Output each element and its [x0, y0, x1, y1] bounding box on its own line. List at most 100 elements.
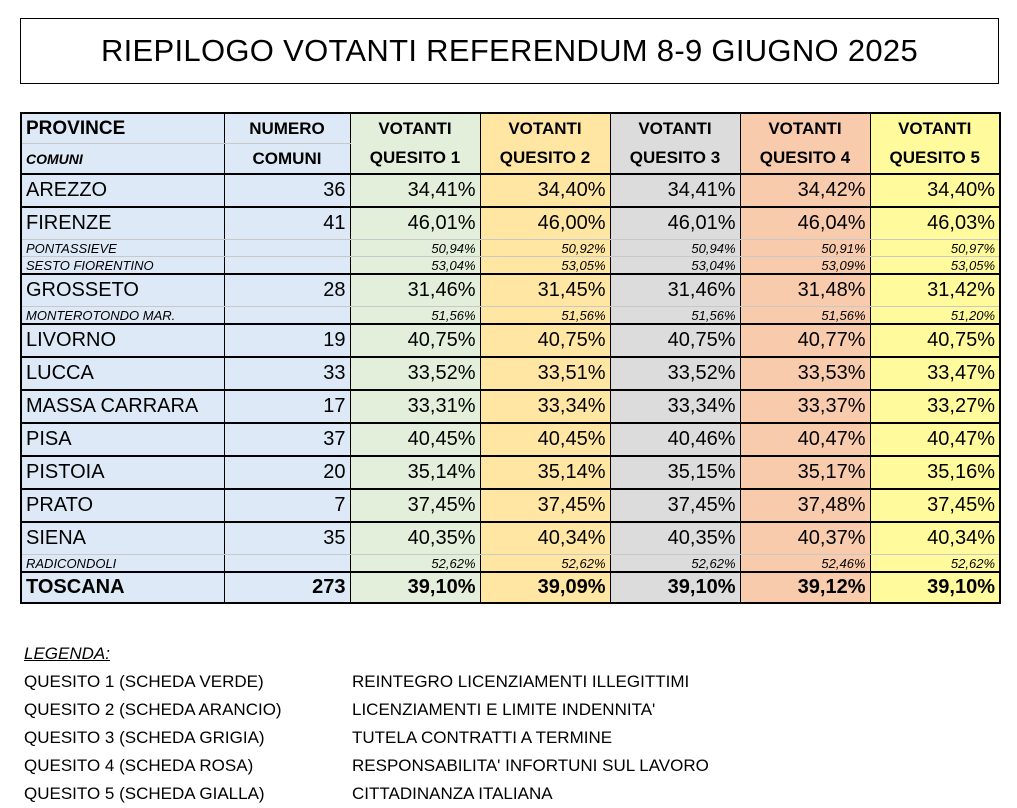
- votanti-quesito-5-cell: 52,62%: [869, 554, 1001, 573]
- votanti-quesito-3-cell: 33,34%: [609, 389, 741, 424]
- province-name: MASSA CARRARA: [20, 389, 225, 424]
- votanti-quesito-3-cell: 46,01%: [609, 206, 741, 240]
- numero-comuni-cell: 17: [223, 389, 351, 424]
- votanti-quesito-4-cell: 33,37%: [739, 389, 871, 424]
- votanti-quesito-3-cell: 53,04%: [609, 256, 741, 275]
- votanti-quesito-4-cell: 33,53%: [739, 356, 871, 391]
- votanti-quesito-5-cell: 37,45%: [869, 488, 1001, 523]
- total-row: TOSCANA 273 39,10% 39,09% 39,10% 39,12% 39,10%: [20, 571, 1001, 604]
- votanti-quesito-3-cell: 40,46%: [609, 422, 741, 457]
- votanti-quesito-2-cell: 31,45%: [479, 273, 611, 307]
- legend-key: QUESITO 5 (SCHEDA GIALLA): [24, 784, 265, 803]
- legend-item: QUESITO 2 (SCHEDA ARANCIO) LICENZIAMENTI …: [24, 696, 709, 724]
- votanti-quesito-2-cell: 46,00%: [479, 206, 611, 240]
- province-row: FIRENZE 41 46,01% 46,00% 46,01% 46,04% 46,03%: [20, 206, 1001, 240]
- votanti-quesito-2-cell: 34,40%: [479, 173, 611, 208]
- votanti-quesito-3-cell: 40,35%: [609, 521, 741, 555]
- votanti-quesito-3-cell: 35,15%: [609, 455, 741, 490]
- votanti-quesito-1-cell: 46,01%: [349, 206, 481, 240]
- header-province: PROVINCE: [20, 112, 225, 144]
- province-row: MASSA CARRARA 17 33,31% 33,34% 33,34% 33,37% 3…: [20, 389, 1001, 424]
- votanti-quesito-4-cell: 46,04%: [739, 206, 871, 240]
- votanti-quesito-1-cell: 33,52%: [349, 356, 481, 391]
- votanti-quesito-5-cell: 51,20%: [869, 306, 1001, 325]
- numero-comuni-cell: 19: [223, 323, 351, 358]
- province-name: TOSCANA: [20, 571, 225, 604]
- votanti-quesito-5-cell: 40,75%: [869, 323, 1001, 358]
- numero-comuni-cell: 33: [223, 356, 351, 391]
- numero-comuni-cell: 41: [223, 206, 351, 240]
- province-row: LUCCA 33 33,52% 33,51% 33,52% 33,53% 33,47%: [20, 356, 1001, 391]
- votanti-quesito-2-cell: 40,75%: [479, 323, 611, 358]
- comune-row: RADICONDOLI 52,62% 52,62% 52,62% 52,46% 52,62…: [20, 554, 1001, 573]
- header-row-2: COMUNI COMUNI QUESITO 1 QUESITO 2 QUESIT…: [20, 143, 1001, 175]
- votanti-table: PROVINCE NUMERO VOTANTI VOTANTI VOTANTI …: [20, 112, 1001, 604]
- header-votanti-4: VOTANTI: [739, 112, 871, 144]
- numero-comuni-cell: 20: [223, 455, 351, 490]
- votanti-quesito-4-cell: 40,37%: [739, 521, 871, 555]
- votanti-quesito-1-cell: 34,41%: [349, 173, 481, 208]
- votanti-quesito-1-cell: 39,10%: [349, 571, 481, 604]
- votanti-quesito-5-cell: 53,05%: [869, 256, 1001, 275]
- votanti-quesito-5-cell: 46,03%: [869, 206, 1001, 240]
- legend-key: QUESITO 1 (SCHEDA VERDE): [24, 672, 264, 691]
- comune-row: MONTEROTONDO MAR. 51,56% 51,56% 51,56% 51,56…: [20, 306, 1001, 325]
- numero-comuni-cell: 7: [223, 488, 351, 523]
- votanti-quesito-1-cell: 52,62%: [349, 554, 481, 573]
- votanti-quesito-1-cell: 35,14%: [349, 455, 481, 490]
- numero-comuni-cell: 273: [223, 571, 351, 604]
- votanti-quesito-4-cell: 35,17%: [739, 455, 871, 490]
- numero-comuni-cell: 35: [223, 521, 351, 555]
- legend-item: QUESITO 3 (SCHEDA GRIGIA) TUTELA CONTRATT…: [24, 724, 709, 752]
- votanti-quesito-5-cell: 34,40%: [869, 173, 1001, 208]
- legend-description: LICENZIAMENTI E LIMITE INDENNITA': [352, 700, 656, 719]
- votanti-quesito-1-cell: 40,45%: [349, 422, 481, 457]
- province-row: AREZZO 36 34,41% 34,40% 34,41% 34,42% 34,40%: [20, 173, 1001, 208]
- votanti-quesito-4-cell: 53,09%: [739, 256, 871, 275]
- legend-item: QUESITO 5 (SCHEDA GIALLA) CITTADINANZA IT…: [24, 780, 709, 808]
- province-name: GROSSETO: [20, 273, 225, 307]
- numero-comuni-cell: 28: [223, 273, 351, 307]
- legend-description: REINTEGRO LICENZIAMENTI ILLEGITTIMI: [352, 672, 690, 691]
- votanti-quesito-1-cell: 40,75%: [349, 323, 481, 358]
- votanti-quesito-1-cell: 33,31%: [349, 389, 481, 424]
- votanti-quesito-1-cell: 37,45%: [349, 488, 481, 523]
- legend-description: CITTADINANZA ITALIANA: [352, 784, 553, 803]
- legend-key: QUESITO 3 (SCHEDA GRIGIA): [24, 728, 265, 747]
- votanti-quesito-2-cell: 53,05%: [479, 256, 611, 275]
- votanti-quesito-4-cell: 31,48%: [739, 273, 871, 307]
- province-row: PISA 37 40,45% 40,45% 40,46% 40,47% 40,47%: [20, 422, 1001, 457]
- votanti-quesito-4-cell: 40,77%: [739, 323, 871, 358]
- votanti-quesito-2-cell: 35,14%: [479, 455, 611, 490]
- numero-comuni-cell: [223, 306, 351, 325]
- header-comuni: COMUNI: [20, 143, 225, 175]
- votanti-quesito-1-cell: 53,04%: [349, 256, 481, 275]
- province-name: PISA: [20, 422, 225, 457]
- comune-name: PONTASSIEVE: [20, 239, 225, 257]
- province-name: AREZZO: [20, 173, 225, 208]
- votanti-quesito-3-cell: 52,62%: [609, 554, 741, 573]
- votanti-quesito-2-cell: 33,34%: [479, 389, 611, 424]
- header-numero-comuni: COMUNI: [223, 143, 351, 175]
- votanti-quesito-4-cell: 39,12%: [739, 571, 871, 604]
- votanti-quesito-5-cell: 40,34%: [869, 521, 1001, 555]
- comune-row: PONTASSIEVE 50,94% 50,92% 50,94% 50,91% 50,97…: [20, 239, 1001, 257]
- votanti-quesito-3-cell: 37,45%: [609, 488, 741, 523]
- votanti-quesito-3-cell: 31,46%: [609, 273, 741, 307]
- votanti-quesito-4-cell: 34,42%: [739, 173, 871, 208]
- header-numero: NUMERO: [223, 112, 351, 144]
- header-quesito-3: QUESITO 3: [609, 143, 741, 175]
- province-row: LIVORNO 19 40,75% 40,75% 40,75% 40,77% 40,75%: [20, 323, 1001, 358]
- votanti-quesito-5-cell: 33,27%: [869, 389, 1001, 424]
- province-name: SIENA: [20, 521, 225, 555]
- votanti-quesito-4-cell: 50,91%: [739, 239, 871, 257]
- comune-row: SESTO FIORENTINO 53,04% 53,05% 53,04% 53,09%…: [20, 256, 1001, 275]
- header-votanti-3: VOTANTI: [609, 112, 741, 144]
- votanti-quesito-2-cell: 40,45%: [479, 422, 611, 457]
- numero-comuni-cell: [223, 239, 351, 257]
- votanti-quesito-1-cell: 31,46%: [349, 273, 481, 307]
- header-quesito-2: QUESITO 2: [479, 143, 611, 175]
- province-name: PRATO: [20, 488, 225, 523]
- header-votanti-1: VOTANTI: [349, 112, 481, 144]
- legend-description: TUTELA CONTRATTI A TERMINE: [352, 728, 613, 747]
